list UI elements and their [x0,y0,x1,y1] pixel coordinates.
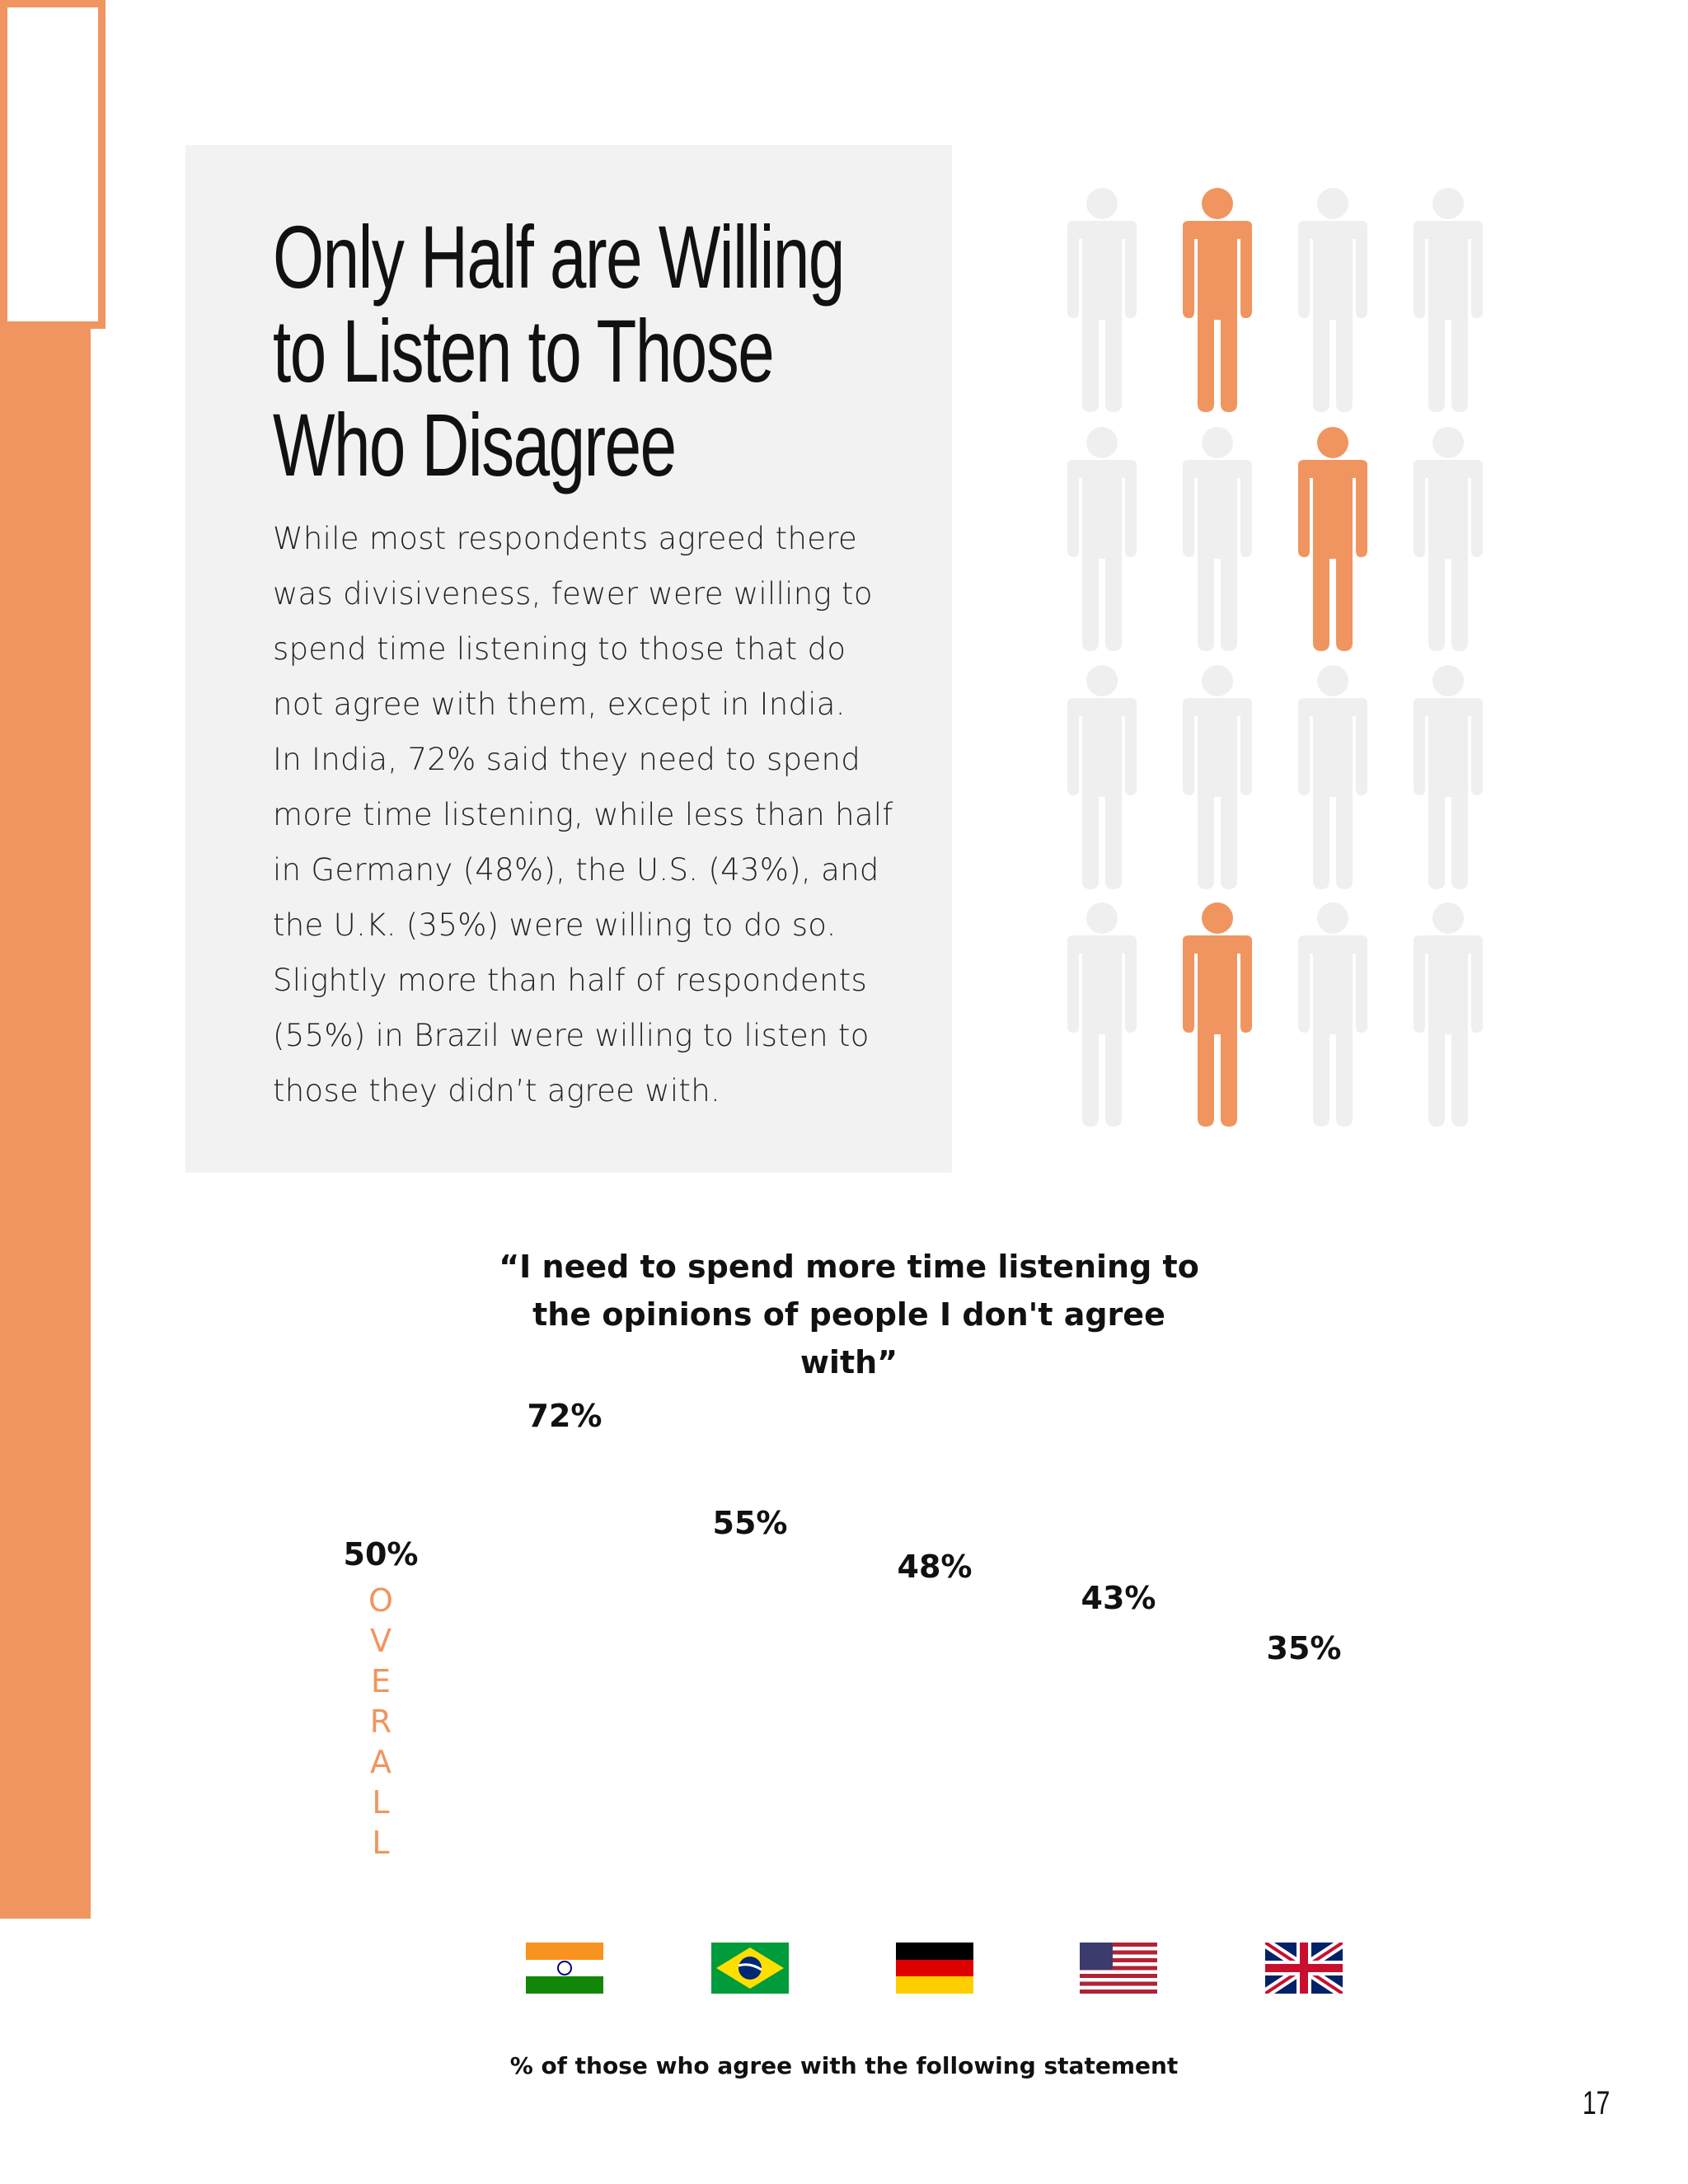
body-line: Slightly more than half of respondents [273,963,868,998]
flag-india [526,1943,603,1994]
title-line: Who Disagree [273,395,677,494]
category-label: USA [1100,1744,1137,1865]
value-label: 55% [712,1504,788,1541]
page-title: Only Half are Willing to Listen to Those W… [273,210,883,492]
bar [0,1699,91,1919]
bar [0,1127,91,1429]
body-line: not agree with them, except in India. [273,687,846,722]
flag-germany [896,1943,973,1994]
body-line: the U.K. (35%) were willing to do so. [273,907,837,943]
flag-brazil [711,1943,789,1994]
body-line: In India, 72% said they need to spend [273,742,860,777]
page-number: 17 [1582,2085,1611,2121]
bar [0,0,106,330]
value-label: 72% [527,1398,603,1434]
body-line: more time listening, while less than hal… [273,797,893,832]
body-line: in Germany (48%), the U.S. (43%), and [273,852,879,888]
bar [0,329,91,782]
flag-usa [1080,1943,1157,1994]
flag-uk [1265,1943,1343,1994]
chart-title: “I need to spend more time listening to … [499,1249,1199,1380]
category-label: GERMANY [917,1582,953,1865]
text-panel [185,145,952,1173]
category-label: UK [1286,1784,1322,1865]
body-line: (55%) in Brazil were willing to listen t… [273,1018,870,1053]
bar [0,1428,91,1699]
value-label: 48% [897,1549,973,1585]
title-line: to Listen to Those [273,301,775,401]
body-line: those they didn’t agree with. [273,1073,721,1108]
category-label: INDIA [546,1663,583,1865]
value-label: 50% [343,1535,419,1572]
body-line: spend time listening to those that do [273,631,846,667]
body-text: While most respondents agreed there was d… [273,511,893,1118]
value-label: 35% [1266,1630,1342,1667]
category-label: BRAZIL [732,1623,768,1865]
body-line: was divisiveness, fewer were willing to [273,576,873,612]
value-label: 43% [1081,1580,1156,1617]
title-line: Only Half are Willing [273,207,845,307]
body-line: While most respondents agreed there [273,521,858,556]
category-label: OVERALL [363,1582,399,1865]
x-axis-label: % of those who agree with the following … [509,2052,1179,2079]
bar [0,781,91,1127]
